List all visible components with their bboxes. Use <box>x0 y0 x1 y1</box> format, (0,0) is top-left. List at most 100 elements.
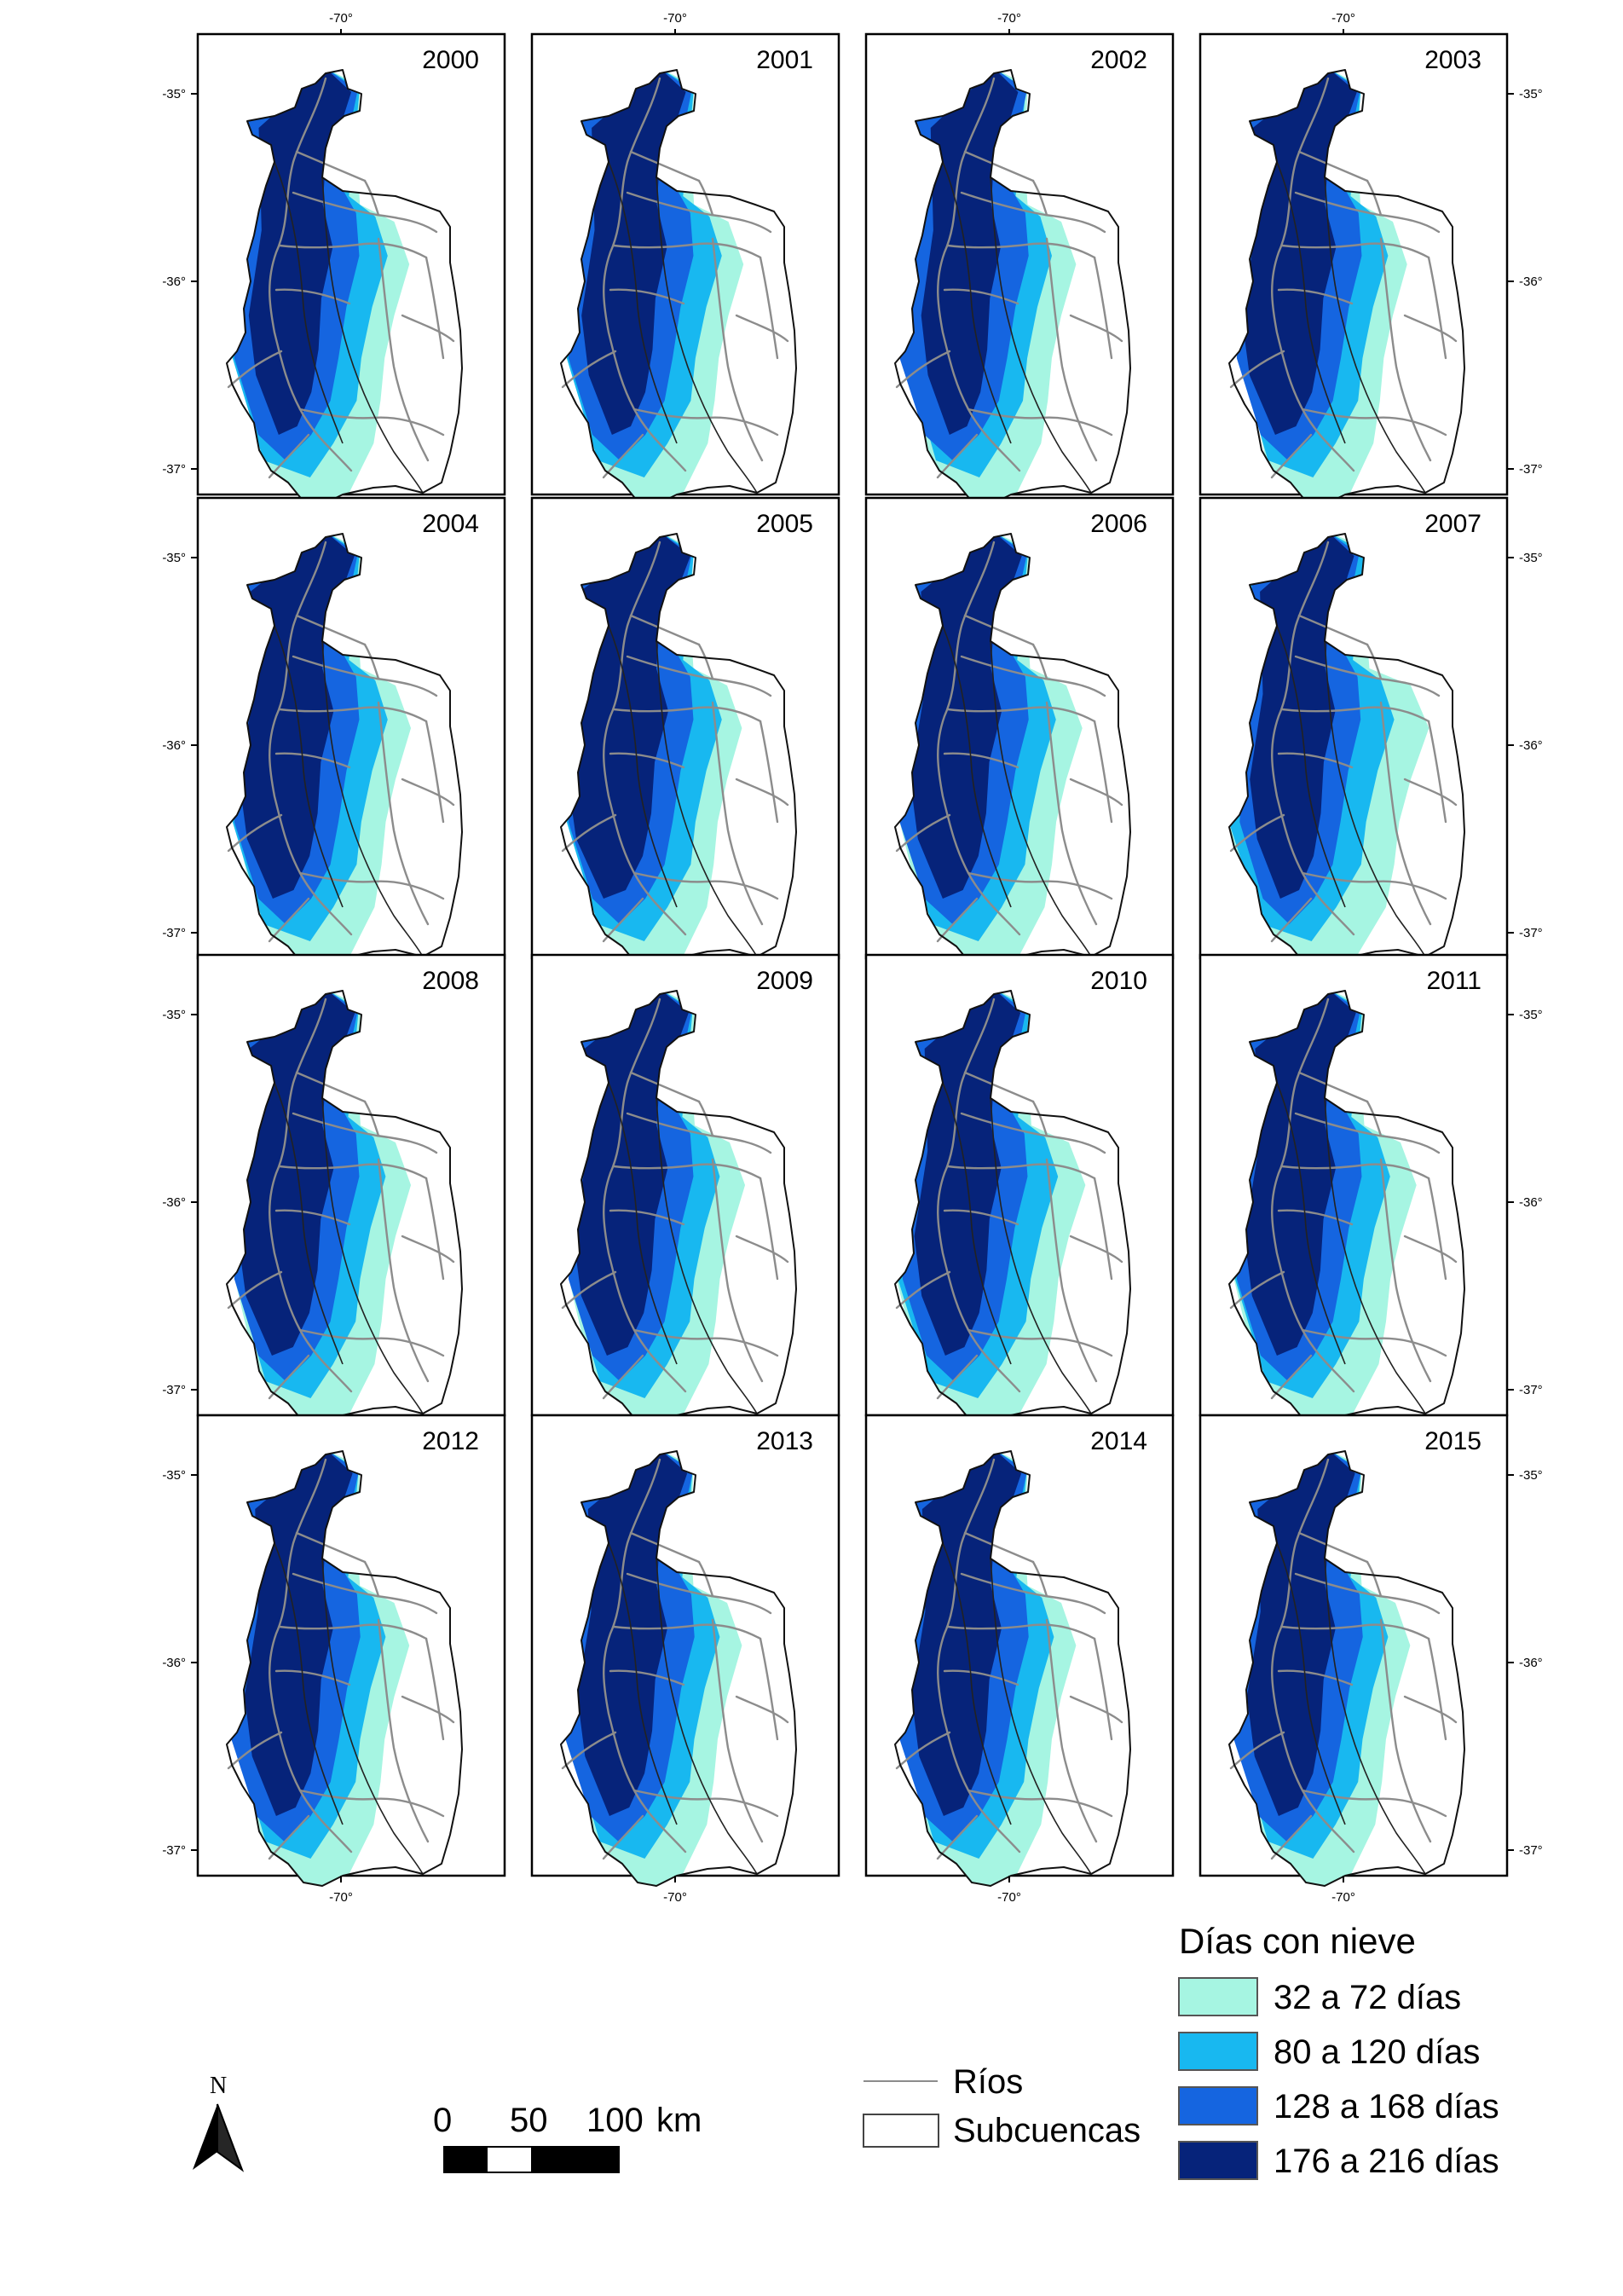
map-panel-2003: 2003 -35° -36° -37° -70° <box>1198 11 1543 506</box>
map-panel-2002: 2002 -70° <box>864 11 1175 506</box>
map-panel-2015: 2015 -35° -36° -37° -70° <box>1198 1414 1543 1905</box>
subbasin-boundary <box>274 1542 344 1825</box>
subbasin-boundary <box>321 1097 424 1414</box>
subbasin-boundary <box>321 640 424 957</box>
subbasin-boundary <box>942 625 1012 908</box>
lat-tick-label: -35° <box>162 87 186 101</box>
lat-tick-label: -36° <box>1519 1656 1543 1670</box>
map-panel-2011: 2011 -35° -36° -37° <box>1198 953 1543 1426</box>
lon-tick-label: -70° <box>663 11 687 26</box>
lat-tick-label: -36° <box>162 738 186 753</box>
lat-tick-label: -37° <box>1519 1843 1543 1858</box>
map-panel-2010: 2010 <box>864 953 1175 1426</box>
subbasin-boundary <box>274 1082 344 1365</box>
scale-unit: km <box>656 2102 702 2139</box>
lat-tick-label: -35° <box>162 551 186 565</box>
map-panel-2000: 2000 -35° -36° -37° -70° <box>162 11 506 506</box>
subbasin-boundary <box>942 1542 1012 1825</box>
rivers-legend-label: Ríos <box>953 2063 1023 2101</box>
map-panel-2012: 2012 -35° -36° -37° -70° <box>162 1414 506 1905</box>
legend-label-c1: 32 a 72 días <box>1274 1979 1461 2016</box>
lat-tick-label: -35° <box>162 1468 186 1483</box>
panel-year-label: 2002 <box>1090 46 1147 74</box>
subbasin-boundary <box>608 1542 678 1825</box>
map-panel-2001: 2001 -70° <box>530 11 840 506</box>
subbasin-boundary <box>1276 161 1346 444</box>
basin-outline <box>1228 1450 1465 1887</box>
subbasin-boundary <box>321 176 424 494</box>
scale-bar-segment-3 <box>531 2147 619 2172</box>
subbasin-legend-swatch <box>863 2114 939 2148</box>
panel-year-label: 2001 <box>756 46 813 74</box>
subbasin-boundary <box>608 625 678 908</box>
map-panel-2009: 2009 <box>530 953 840 1426</box>
lon-tick-label: -70° <box>663 1890 687 1905</box>
panel-year-label: 2012 <box>422 1427 479 1455</box>
map-panel-2014: 2014 -70° <box>864 1414 1175 1905</box>
lat-tick-label: -35° <box>1519 1008 1543 1022</box>
panel-year-label: 2003 <box>1424 46 1481 74</box>
subbasin-boundary <box>608 1082 678 1365</box>
basin-outline <box>560 1450 797 1887</box>
subbasin-boundary <box>1324 640 1426 957</box>
legend-label-c2: 80 a 120 días <box>1274 2033 1480 2071</box>
map-panel-2004: 2004 -35° -36° -37° <box>162 496 506 969</box>
subbasins-legend-label: Subcuencas <box>953 2112 1141 2149</box>
lat-tick-label: -35° <box>1519 551 1543 565</box>
panel-year-label: 2009 <box>756 967 813 995</box>
panel-year-label: 2011 <box>1426 967 1481 995</box>
lat-tick-label: -36° <box>1519 1195 1543 1210</box>
panel-year-label: 2013 <box>756 1427 813 1455</box>
lat-tick-label: -37° <box>162 926 186 940</box>
subbasin-boundary <box>1276 625 1346 908</box>
legend-title: Días con nieve <box>1179 1921 1416 1961</box>
map-panel-2013: 2013 -70° <box>530 1414 840 1905</box>
legend-swatch-c3 <box>1178 2086 1258 2125</box>
panel-year-label: 2014 <box>1090 1427 1147 1455</box>
map-panel-2006: 2006 <box>864 496 1175 969</box>
lat-tick-label: -37° <box>1519 926 1543 940</box>
subbasin-boundary <box>321 1558 424 1875</box>
subbasin-boundary <box>656 1097 758 1414</box>
lat-tick-label: -36° <box>162 1656 186 1670</box>
lat-tick-label: -36° <box>1519 738 1543 753</box>
lon-tick-label: -70° <box>997 1890 1021 1905</box>
lat-tick-label: -36° <box>1519 275 1543 289</box>
lon-tick-label: -70° <box>329 1890 353 1905</box>
lon-tick-label: -70° <box>997 11 1021 26</box>
subbasin-boundary <box>656 640 758 957</box>
lon-tick-label: -70° <box>1331 1890 1355 1905</box>
legend-label-c3: 128 a 168 días <box>1274 2088 1499 2125</box>
lon-tick-label: -70° <box>1331 11 1355 26</box>
snow-days-legend: Días con nieve 32 a 72 días 80 a 120 días… <box>1178 1921 1499 2180</box>
lat-tick-label: -37° <box>162 1843 186 1858</box>
lat-tick-label: -35° <box>162 1008 186 1022</box>
legend-label-c4: 176 a 216 días <box>1274 2143 1499 2180</box>
panel-year-label: 2008 <box>422 967 479 995</box>
subbasin-boundary <box>656 1558 758 1875</box>
north-arrow-left-half-icon <box>193 2104 217 2170</box>
subbasin-boundary <box>274 625 344 908</box>
subbasin-boundary <box>990 640 1092 957</box>
subbasin-boundary <box>1324 1097 1426 1414</box>
lat-tick-label: -35° <box>1519 1468 1543 1483</box>
subbasin-boundary <box>942 161 1012 444</box>
map-panel-2007: 2007 -35° -36° -37° <box>1198 496 1543 969</box>
subbasin-boundary <box>274 161 344 444</box>
lat-tick-label: -36° <box>162 1195 186 1210</box>
lon-tick-label: -70° <box>329 11 353 26</box>
panel-year-label: 2015 <box>1424 1427 1481 1455</box>
lat-tick-label: -35° <box>1519 87 1543 101</box>
subbasin-boundary <box>1324 1558 1426 1875</box>
panel-year-label: 2010 <box>1090 967 1147 995</box>
subbasin-boundary <box>1276 1542 1346 1825</box>
panel-year-label: 2005 <box>756 510 813 538</box>
feature-legend: Ríos Subcuencas <box>863 2063 1141 2149</box>
north-arrow: N <box>193 2073 245 2172</box>
subbasin-boundary <box>942 1082 1012 1365</box>
subbasin-boundary <box>1276 1082 1346 1365</box>
lat-tick-label: -36° <box>162 275 186 289</box>
legend-swatch-c4 <box>1178 2141 1258 2180</box>
panel-year-label: 2004 <box>422 510 479 538</box>
